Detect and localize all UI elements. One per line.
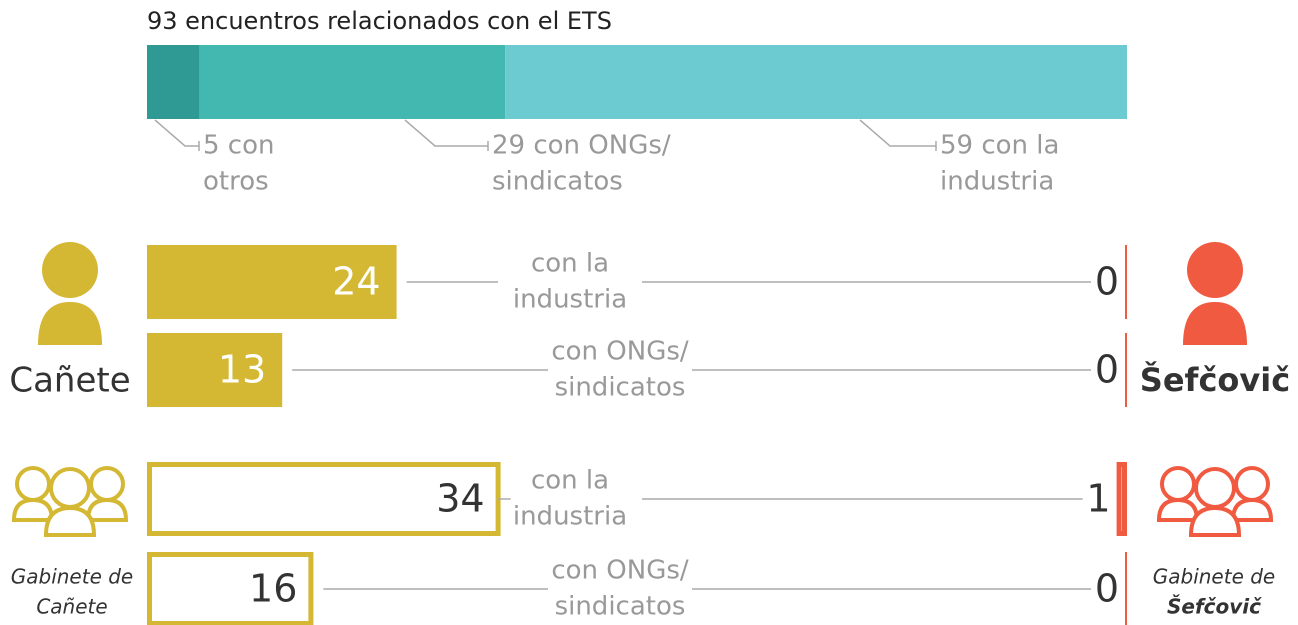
left-value: 13 [218, 348, 266, 392]
segment [147, 45, 200, 119]
leader [859, 119, 936, 147]
segment-label: 59 con la [940, 131, 1059, 161]
right-bar [1116, 462, 1127, 536]
category-label: con ONGs/ [551, 556, 689, 586]
left-name: Gabinete de [11, 565, 134, 589]
left-bar [147, 333, 283, 407]
right-name: Šefčovič [1167, 595, 1262, 619]
right-bar [1125, 333, 1127, 407]
segment [505, 45, 1128, 119]
right-value: 0 [1095, 260, 1119, 304]
category-label: industria [513, 285, 627, 315]
left-value: 24 [332, 260, 380, 304]
left-bar [147, 245, 397, 319]
segment-label: industria [940, 167, 1054, 197]
left-name: Cañete [36, 595, 107, 619]
leader [154, 119, 199, 147]
category-label: sindicatos [555, 592, 686, 622]
icon-sefcovic [1183, 242, 1247, 345]
left-name: Cañete [9, 361, 130, 401]
left-bar [147, 552, 314, 625]
right-name: Gabinete de [1153, 565, 1276, 589]
left-value: 16 [249, 567, 297, 611]
right-bar [1125, 245, 1127, 319]
category-label: con ONGs/ [551, 337, 689, 367]
title: 93 encuentros relacionados con el ETS [147, 7, 612, 35]
icon-gabinete-canete [11, 466, 129, 537]
right-bar [1125, 552, 1127, 625]
leader [404, 119, 488, 147]
segment-label: 29 con ONGs/ [492, 131, 671, 161]
category-label: con la [531, 249, 609, 279]
right-value: 1 [1086, 477, 1110, 521]
icon-gabinete-sefcovic [1156, 466, 1274, 537]
icon-canete [38, 242, 102, 345]
category-label: industria [513, 502, 627, 532]
segment-label: sindicatos [492, 167, 623, 197]
right-value: 0 [1095, 348, 1119, 392]
category-label: con la [531, 466, 609, 496]
segment-label: otros [203, 167, 269, 197]
left-value: 34 [436, 477, 484, 521]
right-value: 0 [1095, 567, 1119, 611]
segment-label: 5 con [203, 131, 275, 161]
right-name: Šefčovič [1140, 360, 1290, 399]
category-label: sindicatos [555, 373, 686, 403]
segment [199, 45, 506, 119]
